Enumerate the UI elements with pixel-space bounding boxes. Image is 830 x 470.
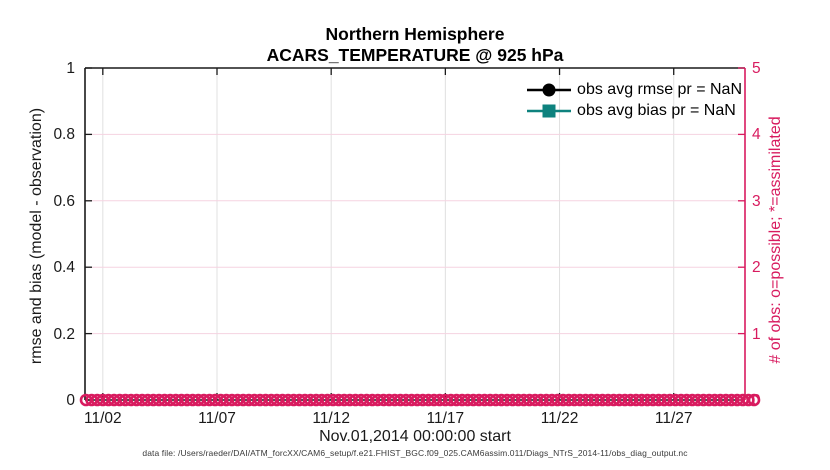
x-tick-label: 11/17 — [426, 410, 465, 427]
x-tick-label: 11/22 — [540, 410, 579, 427]
legend-marker-rmse-icon — [527, 83, 572, 96]
data-file-path: data file: /Users/raeder/DAI/ATM_forcXX/… — [142, 448, 688, 458]
y-left-tick-label: 0 — [66, 392, 75, 409]
legend-marker-bias-icon — [527, 104, 572, 117]
y-right-tick-label: 3 — [752, 192, 761, 210]
y-axis-label-right: # of obs: o=possible; *=assimilated — [767, 116, 784, 364]
legend-item-rmse: obs avg rmse pr = NaN — [526, 79, 742, 100]
x-tick-label: 11/12 — [312, 410, 350, 427]
legend-item-bias: obs avg bias pr = NaN — [526, 100, 742, 121]
chart-title-line2: ACARS_TEMPERATURE @ 925 hPa — [266, 45, 564, 65]
x-tick-label: 11/02 — [83, 410, 122, 427]
y-right-tick-label: 4 — [752, 126, 761, 144]
y-left-tick-label: 1 — [66, 60, 75, 77]
legend-label-rmse: obs avg rmse pr = NaN — [577, 80, 742, 98]
chart-title: Northern Hemisphere ACARS_TEMPERATURE @ … — [85, 24, 745, 66]
x-tick-label: 11/07 — [198, 410, 236, 427]
legend: obs avg rmse pr = NaN obs avg bias pr = … — [526, 79, 742, 121]
y-left-tick-label: 0.4 — [53, 259, 75, 277]
y-right-tick-label: 5 — [752, 60, 761, 77]
y-right-tick-label: 0 — [752, 392, 761, 409]
y-left-tick-label: 0.6 — [53, 192, 75, 210]
y-left-tick-label: 0.2 — [53, 325, 75, 343]
y-axis-label-left: rmse and bias (model - observation) — [28, 107, 45, 365]
legend-label-bias: obs avg bias pr = NaN — [577, 101, 736, 119]
x-tick-label: 11/27 — [654, 410, 693, 427]
x-axis-label: Nov.01,2014 00:00:00 start — [319, 428, 511, 445]
y-right-tick-label: 2 — [752, 259, 761, 277]
y-left-tick-label: 0.8 — [53, 126, 75, 144]
y-right-tick-label: 1 — [752, 325, 761, 343]
chart-title-line1: Northern Hemisphere — [325, 24, 505, 44]
